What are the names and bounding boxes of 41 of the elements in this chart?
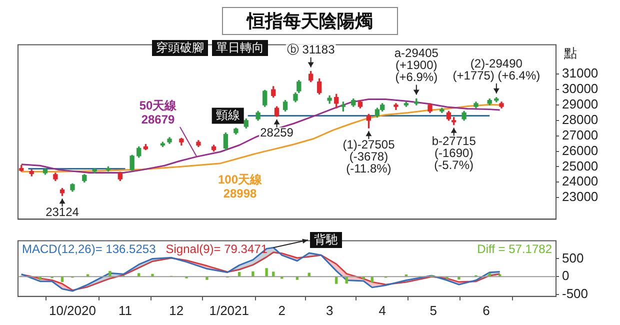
y-tick-label: 28000 — [562, 112, 598, 128]
y-tick-label: 23000 — [562, 189, 598, 204]
x-tick-label: 3 — [326, 302, 334, 318]
x-tick-label: 11 — [118, 302, 132, 318]
text: 50天線 — [139, 98, 178, 112]
annotation: (2)-29490 (+1775) (+6.4%) — [452, 56, 540, 83]
annotation: 28998 — [223, 186, 258, 200]
series-label: MACD(12,26)= 136.5253 — [22, 242, 156, 256]
y-axis-title: 點 — [563, 45, 577, 60]
annotation: 穿頭破腳 — [156, 40, 204, 54]
annotation: 單日轉向 — [216, 40, 264, 54]
annotation: a-29405 (+1900) (+6.9%) — [394, 46, 439, 84]
y-tick-label: -500 — [562, 286, 588, 302]
annotation: 28259 — [260, 126, 294, 140]
x-tick-label: 12 — [169, 302, 184, 318]
x-tick-label: 10/2020 — [48, 302, 96, 318]
y-tick-label: 0 — [562, 268, 570, 284]
y-tick-label: 500 — [562, 250, 584, 266]
x-tick-label: 5 — [430, 302, 438, 318]
y-tick-label: 27000 — [562, 127, 598, 142]
series-label: Signal(9)= 79.3471 — [166, 242, 268, 256]
y-tick-label: 26000 — [562, 142, 598, 158]
chart-title: 恒指每天陰陽燭 — [222, 7, 398, 35]
x-tick-label: 6 — [482, 302, 490, 318]
y-tick-label: 24000 — [562, 174, 598, 189]
series-label: 頸線 — [216, 108, 240, 122]
y-tick-label: 25000 — [562, 158, 598, 174]
x-tick-label: 1/2021 — [209, 302, 249, 318]
annotation: 背馳 — [314, 232, 338, 246]
x-tick-label: 4 — [378, 302, 386, 318]
y-tick-label: 30000 — [562, 81, 598, 96]
series-label: 100天線 — [218, 172, 264, 186]
x-tick-label: 2 — [278, 302, 286, 318]
annotation: b-27715 (-1690) (-5.7%) — [432, 134, 476, 172]
y-tick-label: 29000 — [562, 96, 598, 112]
annotation: ⓑ 31183 — [286, 42, 336, 57]
series-label: Diff = 57.1782 — [477, 242, 552, 256]
annotation: (1)-27505 (-3678) (-11.8%) — [342, 137, 396, 176]
y-tick-label: 31000 — [562, 66, 598, 81]
annotation: 23124 — [46, 204, 80, 219]
annotation: 28679 — [141, 112, 176, 126]
